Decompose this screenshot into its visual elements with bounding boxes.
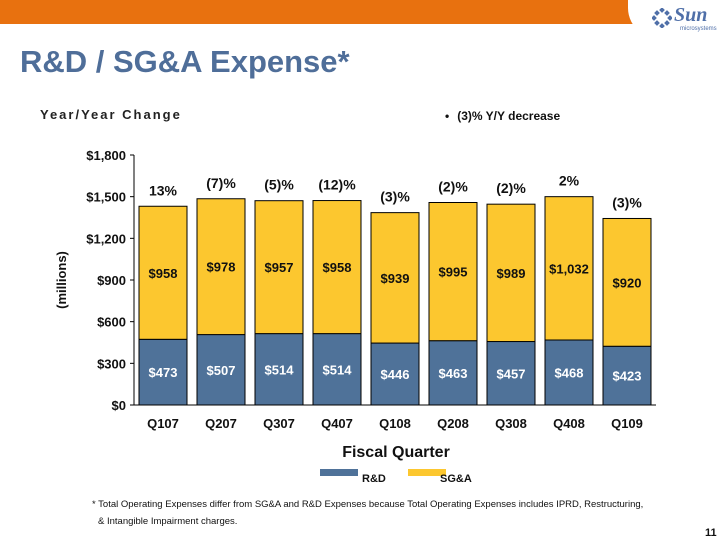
data-label-sga: $978 — [207, 260, 236, 275]
data-label-sga: $989 — [497, 266, 526, 281]
page-number: 11 — [705, 527, 717, 539]
data-label-rd: $446 — [381, 367, 410, 382]
bar-sga — [544, 196, 594, 341]
yoy-change-label: (12)% — [318, 177, 356, 193]
yoy-change-label: (2)% — [496, 180, 526, 196]
x-tick-label: Q308 — [495, 416, 527, 431]
yoy-note-text: (3)% Y/Y decrease — [457, 109, 561, 123]
y-tick-label: $1,200 — [86, 231, 126, 246]
x-tick-label: Q107 — [147, 416, 179, 431]
x-tick-label: Q208 — [437, 416, 469, 431]
data-label-rd: $473 — [149, 365, 178, 380]
data-label-sga: $1,032 — [549, 261, 589, 276]
legend-swatch-rd — [320, 469, 358, 476]
bar-sga — [486, 203, 536, 343]
bar-sga — [428, 202, 478, 342]
bar-sga — [196, 198, 246, 336]
sun-logo: Sun microsystems — [628, 0, 728, 44]
y-tick-label: $0 — [112, 398, 126, 413]
yoy-note: • (3)% Y/Y decrease — [445, 109, 560, 123]
legend-label-sga: SG&A — [440, 473, 472, 485]
y-axis-label: (millions) — [54, 251, 69, 309]
data-label-rd: $468 — [555, 366, 584, 381]
bar-rd — [138, 338, 188, 406]
legend-swatch-sga — [408, 469, 446, 476]
data-label-sga: $958 — [323, 260, 352, 275]
y-tick-label: $1,500 — [86, 190, 126, 205]
bullet-icon: • — [445, 109, 450, 123]
bar-sga — [138, 205, 188, 340]
y-tick-label: $1,800 — [86, 148, 126, 163]
bar-rd — [254, 333, 304, 406]
x-tick-label: Q207 — [205, 416, 237, 431]
sun-logo-icon — [652, 8, 672, 28]
bar-rd — [602, 345, 652, 406]
bar-rd — [312, 333, 362, 406]
yoy-change-label: (3)% — [380, 189, 410, 205]
data-label-sga: $958 — [149, 266, 178, 281]
yoy-change-label: 13% — [149, 182, 178, 198]
x-tick-label: Q407 — [321, 416, 353, 431]
yoy-change-label: (5)% — [264, 177, 294, 193]
top-bar — [0, 0, 728, 24]
y-tick-label: $900 — [97, 273, 126, 288]
bar-rd — [486, 341, 536, 406]
bar-rd — [196, 334, 246, 406]
data-label-rd: $463 — [439, 366, 468, 381]
slide-title: R&D / SG&A Expense* — [20, 44, 350, 79]
data-label-rd: $423 — [613, 369, 642, 384]
x-axis-label: Fiscal Quarter — [342, 444, 450, 461]
yoy-change-label: (2)% — [438, 179, 468, 195]
data-label-rd: $514 — [323, 362, 353, 377]
logo-subtext: microsystems — [680, 26, 717, 32]
bar-sga — [254, 200, 304, 335]
bar-rd — [428, 340, 478, 406]
footnote-line-1: * Total Operating Expenses differ from S… — [92, 499, 644, 510]
yoy-change-label: 2% — [559, 173, 580, 189]
x-tick-label: Q408 — [553, 416, 585, 431]
bar-sga — [370, 212, 420, 344]
data-label-rd: $514 — [265, 362, 295, 377]
data-label-rd: $507 — [207, 363, 236, 378]
bar-rd — [544, 339, 594, 406]
yoy-change-label: (7)% — [206, 175, 236, 191]
x-tick-label: Q307 — [263, 416, 295, 431]
x-tick-label: Q109 — [611, 416, 643, 431]
data-label-sga: $995 — [439, 265, 468, 280]
yoy-change-label: (3)% — [612, 194, 642, 210]
chart-subtitle: Year/Year Change — [40, 107, 182, 122]
data-label-rd: $457 — [497, 366, 526, 381]
y-tick-label: $300 — [97, 356, 126, 371]
footnote: * Total Operating Expenses differ from S… — [92, 496, 643, 530]
data-label-sga: $920 — [613, 275, 642, 290]
data-label-sga: $939 — [381, 271, 410, 286]
bar-rd — [370, 342, 420, 406]
x-tick-label: Q108 — [379, 416, 411, 431]
data-label-sga: $957 — [265, 260, 294, 275]
bar-sga — [602, 217, 652, 347]
logo-wordmark: Sun — [674, 4, 708, 26]
footnote-line-2: & Intangible Impairment charges. — [98, 516, 238, 527]
y-tick-label: $600 — [97, 315, 126, 330]
bar-sga — [312, 200, 362, 335]
legend-label-rd: R&D — [362, 473, 386, 485]
